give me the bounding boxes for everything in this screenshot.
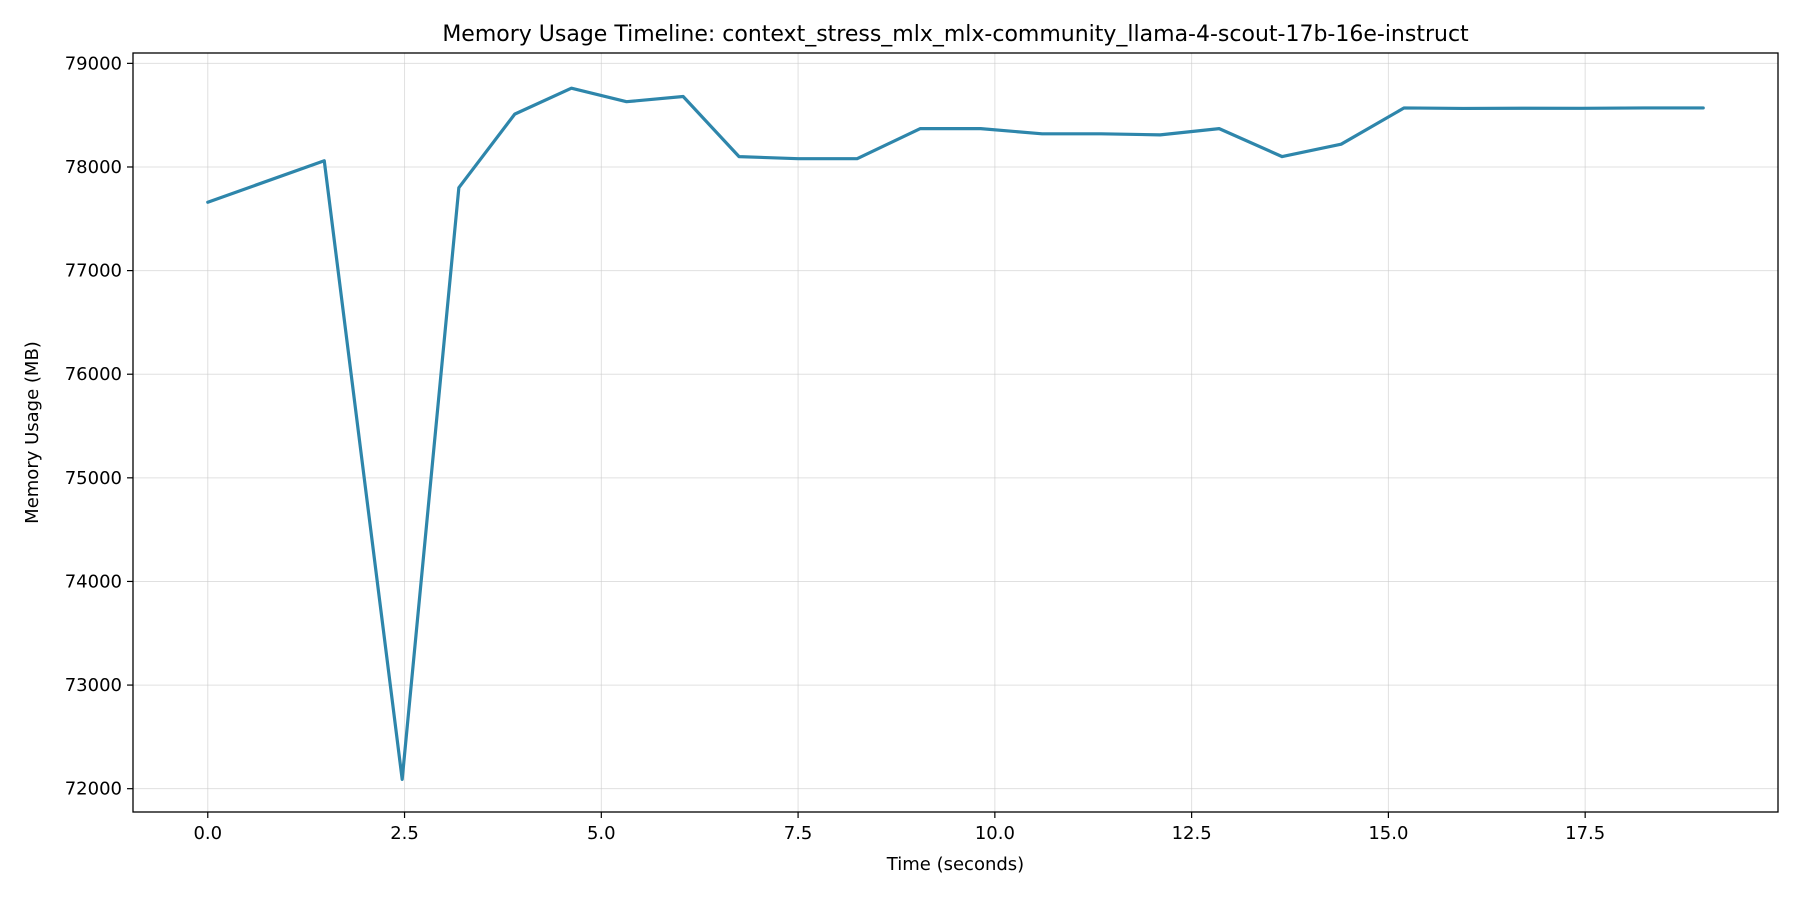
- y-tick-label: 79000: [65, 53, 122, 74]
- y-axis-label: Memory Usage (MB): [22, 341, 43, 524]
- x-tick-label: 0.0: [193, 823, 222, 844]
- ticks: 0.0 2.5 5.0 7.5 10.0 12.5 15.0 17.5 72000 73000 74…: [65, 53, 1605, 844]
- y-tick-label: 73000: [65, 675, 122, 696]
- axes-frame: [132, 52, 1779, 813]
- y-tick-label: 78000: [65, 157, 122, 178]
- x-tick-label: 15.0: [1368, 823, 1408, 844]
- x-axis-label: Time (seconds): [886, 854, 1024, 875]
- y-tick-label: 74000: [65, 571, 122, 592]
- x-tick-label: 12.5: [1172, 823, 1212, 844]
- x-tick-label: 17.5: [1565, 823, 1605, 844]
- y-tick-label: 75000: [65, 468, 122, 489]
- x-tick-label: 10.0: [975, 823, 1015, 844]
- x-tick-label: 7.5: [784, 823, 813, 844]
- memory-usage-line: [206, 86, 1705, 781]
- y-tick-label: 77000: [65, 261, 122, 282]
- y-tick-label: 76000: [65, 364, 122, 385]
- grid: [133, 53, 1778, 812]
- x-tick-label: 5.0: [587, 823, 616, 844]
- series-layer: [206, 86, 1705, 781]
- y-tick-label: 72000: [65, 779, 122, 800]
- chart-title: Memory Usage Timeline: context_stress_ml…: [442, 22, 1469, 47]
- x-tick-label: 2.5: [390, 823, 419, 844]
